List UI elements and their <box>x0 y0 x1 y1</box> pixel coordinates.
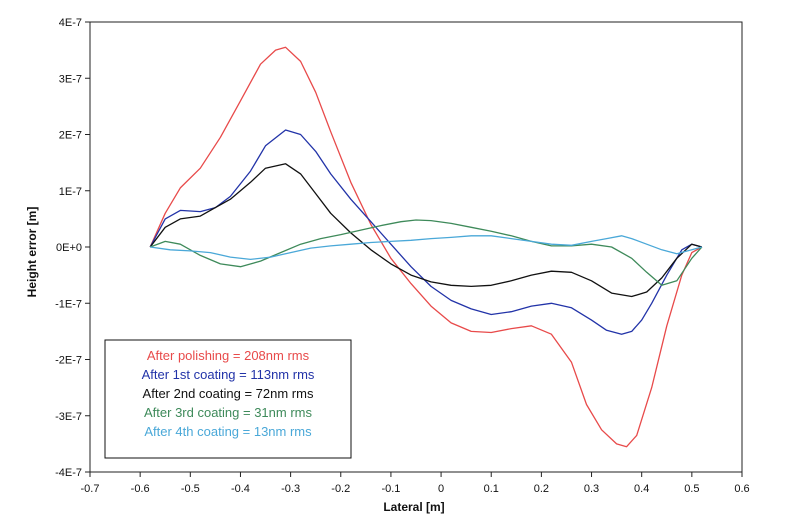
y-tick-label: -2E-7 <box>55 355 82 367</box>
x-tick-label: -0.5 <box>181 483 200 495</box>
x-tick-label: 0.4 <box>634 483 649 495</box>
y-tick-label: 0E+0 <box>56 242 82 254</box>
y-tick-label: -4E-7 <box>55 467 82 479</box>
series-line-1 <box>149 46 703 448</box>
y-axis-ticks: 4E-7 3E-7 2E-7 1E-7 0E+0 -1E-7 -2E-7 -3E-7 -4E-7 <box>55 17 90 479</box>
legend-entry-3: After 2nd coating = 72nm rms <box>143 386 314 401</box>
x-tick-label: 0 <box>438 483 444 495</box>
y-tick-label: 2E-7 <box>59 130 82 142</box>
y-tick-label: -1E-7 <box>55 298 82 310</box>
series-lines <box>149 46 703 448</box>
y-tick-label: 3E-7 <box>59 73 82 85</box>
legend: After polishing = 208nm rms After 1st coa… <box>104 339 352 459</box>
series-line-4 <box>149 219 703 286</box>
x-tick-label: -0.7 <box>81 483 100 495</box>
legend-entry-2: After 1st coating = 113nm rms <box>142 367 315 382</box>
x-tick-label: -0.1 <box>381 483 400 495</box>
legend-entry-1: After polishing = 208nm rms <box>147 348 310 363</box>
x-tick-label: 0.1 <box>484 483 499 495</box>
y-tick-label: 1E-7 <box>59 186 82 198</box>
x-tick-label: -0.6 <box>131 483 150 495</box>
legend-entry-5: After 4th coating = 13nm rms <box>144 424 312 439</box>
y-tick-label: -3E-7 <box>55 411 82 423</box>
y-tick-label: 4E-7 <box>59 17 82 29</box>
legend-box <box>104 339 352 459</box>
x-tick-label: -0.2 <box>331 483 350 495</box>
series-line-3 <box>149 163 703 298</box>
x-tick-label: -0.3 <box>281 483 300 495</box>
x-tick-label: 0.2 <box>534 483 549 495</box>
y-axis-title: Height error [m] <box>25 207 39 298</box>
x-axis-ticks: -0.7 -0.6 -0.5 -0.4 -0.3 -0.2 -0.1 0 0.1 0.2 0.3 0.… <box>81 472 750 495</box>
series-line-5 <box>150 235 703 261</box>
series-line-2 <box>149 129 703 335</box>
x-tick-label: 0.3 <box>584 483 599 495</box>
legend-entry-4: After 3rd coating = 31nm rms <box>144 405 312 420</box>
x-tick-label: 0.6 <box>734 483 749 495</box>
x-tick-label: -0.4 <box>231 483 250 495</box>
x-axis-title: Lateral [m] <box>383 500 444 514</box>
x-tick-label: 0.5 <box>684 483 699 495</box>
